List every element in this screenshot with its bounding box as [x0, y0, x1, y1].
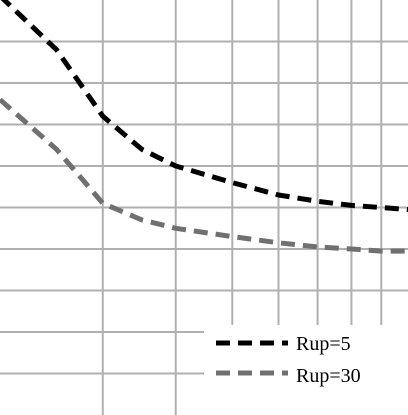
legend-label-rup-30: Rup=30: [296, 365, 361, 387]
legend: Rup=5 Rup=30: [204, 325, 408, 415]
legend-label-rup-5: Rup=5: [296, 333, 351, 355]
